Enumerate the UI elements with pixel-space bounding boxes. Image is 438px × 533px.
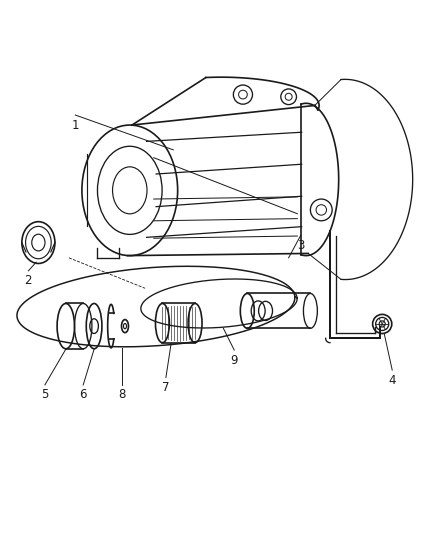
Text: 1: 1 — [72, 118, 79, 132]
Text: 8: 8 — [119, 389, 126, 401]
Text: 7: 7 — [162, 381, 170, 394]
Text: 9: 9 — [230, 353, 238, 367]
Text: 2: 2 — [25, 274, 32, 287]
Text: 6: 6 — [79, 389, 87, 401]
Text: 4: 4 — [389, 374, 396, 386]
Text: 3: 3 — [297, 239, 304, 252]
Text: 5: 5 — [41, 389, 49, 401]
